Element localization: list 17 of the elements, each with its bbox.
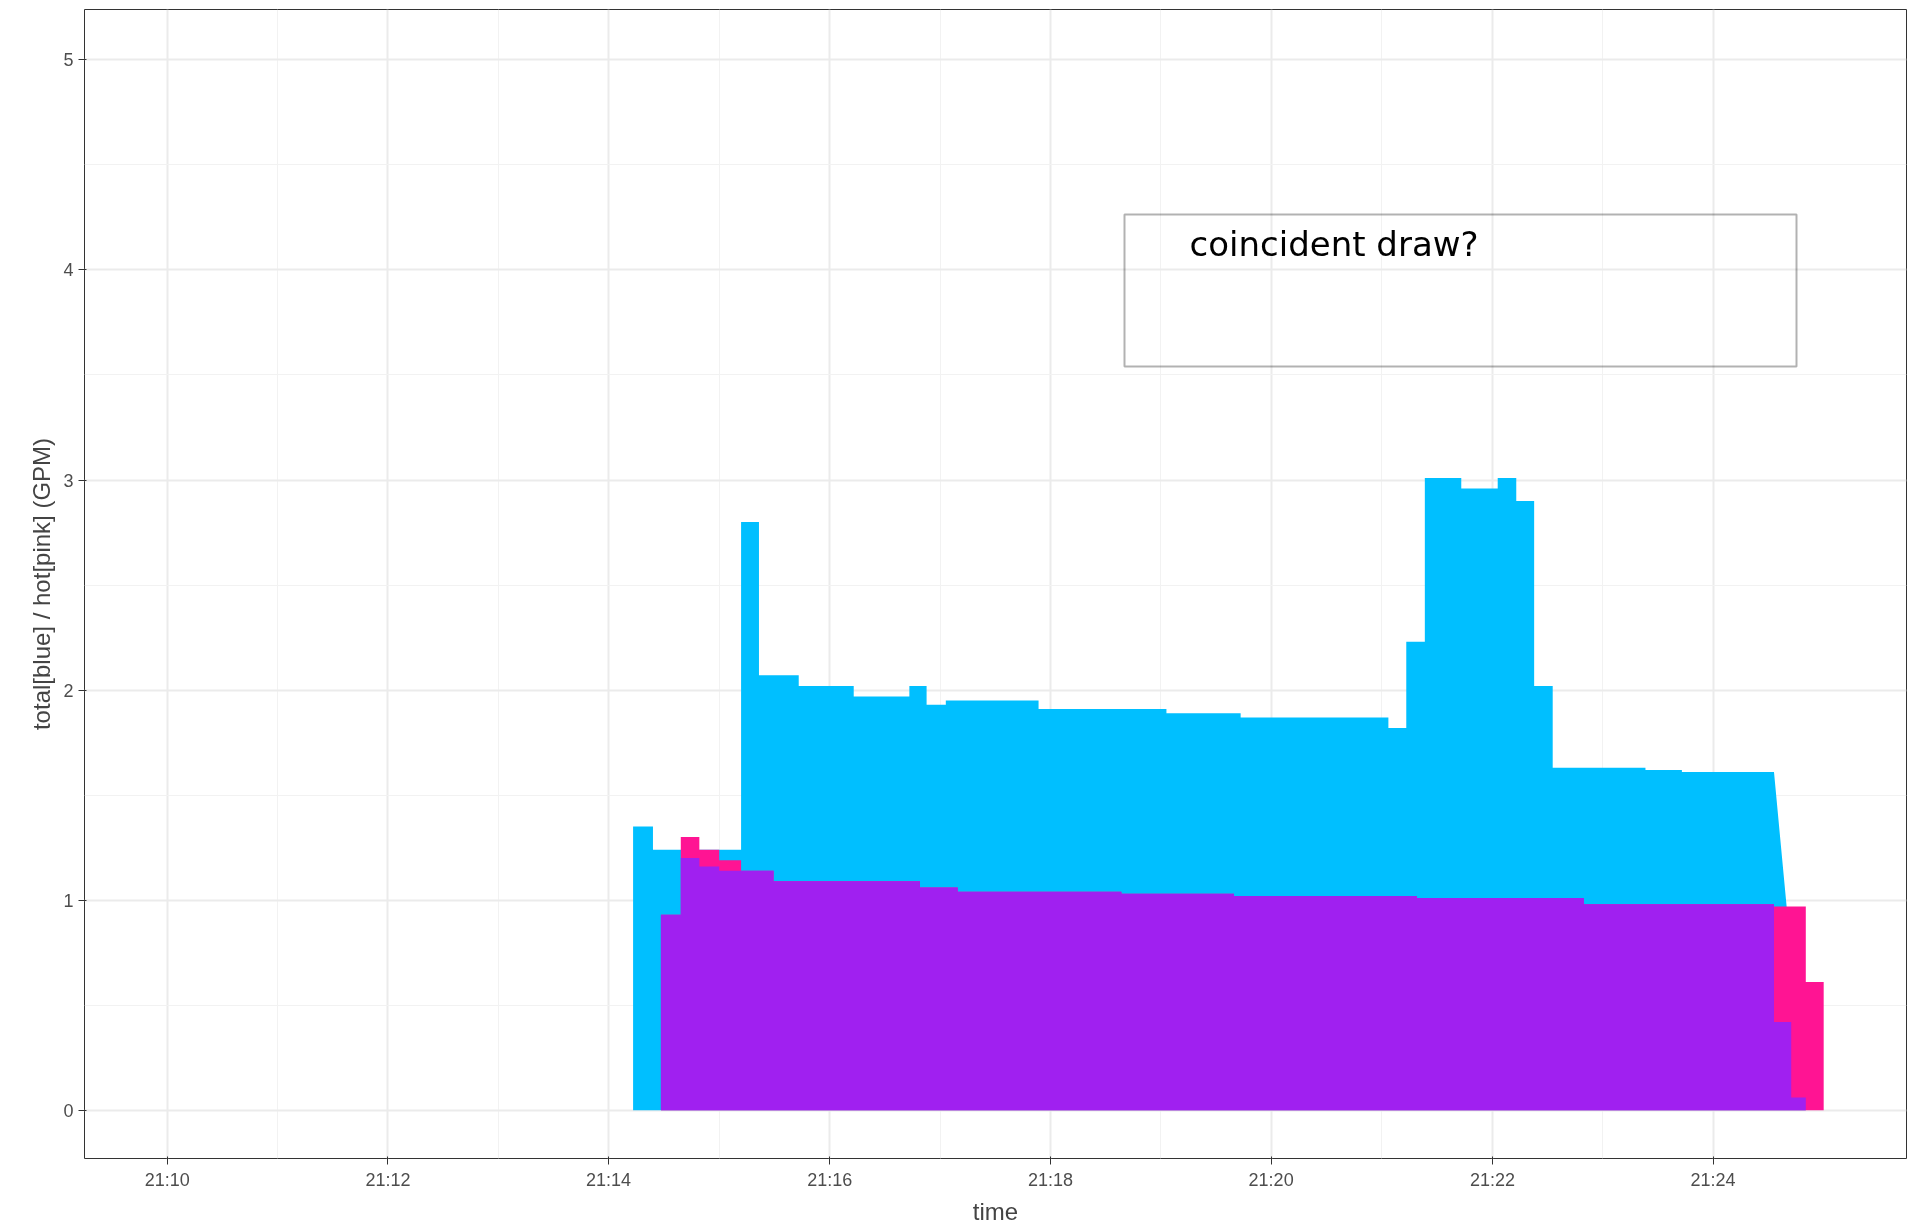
y-tick-label: 5 [63,50,74,71]
x-tick-label: 21:18 [1027,1169,1074,1190]
x-tick-label: 21:12 [365,1169,411,1190]
x-tick-label: 21:22 [1469,1169,1515,1190]
y-tick-label: 1 [63,890,74,911]
y-tick-label: 4 [63,260,74,281]
y-tick-label: 0 [63,1100,74,1121]
x-tick-label: 21:16 [807,1169,853,1190]
y-tick-label: 3 [63,470,74,491]
y-tick-label: 2 [63,680,74,701]
x-tick-label: 21:24 [1690,1169,1736,1190]
y-axis-title: total[blue] / hot[pink] (GPM) [28,437,56,731]
x-axis-title: time [972,1197,1019,1225]
x-tick-label: 21:20 [1248,1169,1294,1190]
x-tick-label: 21:14 [586,1169,632,1190]
x-tick-label: 21:10 [144,1169,190,1190]
annotation: coincident draw? [1189,223,1479,264]
